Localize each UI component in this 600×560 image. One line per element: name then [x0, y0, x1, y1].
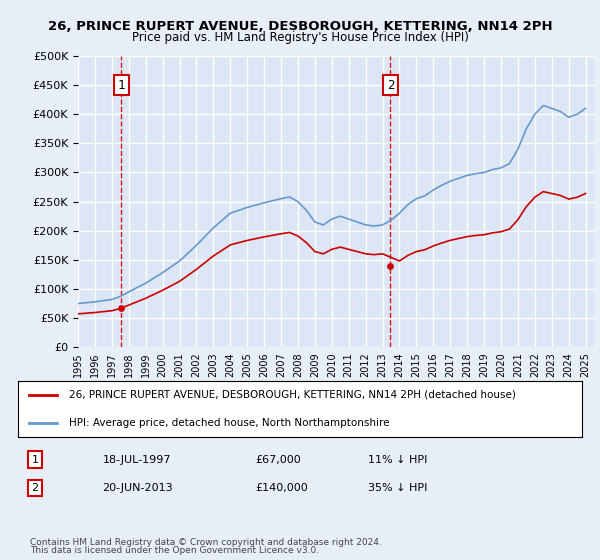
Point — [386, 261, 395, 270]
Text: 1: 1 — [31, 455, 38, 465]
Text: Price paid vs. HM Land Registry's House Price Index (HPI): Price paid vs. HM Land Registry's House … — [131, 31, 469, 44]
Text: 20-JUN-2013: 20-JUN-2013 — [103, 483, 173, 493]
Text: 2: 2 — [31, 483, 38, 493]
Text: 35% ↓ HPI: 35% ↓ HPI — [368, 483, 427, 493]
Text: 1: 1 — [118, 78, 125, 92]
Text: 26, PRINCE RUPERT AVENUE, DESBOROUGH, KETTERING, NN14 2PH (detached house): 26, PRINCE RUPERT AVENUE, DESBOROUGH, KE… — [69, 390, 515, 400]
Text: £140,000: £140,000 — [255, 483, 308, 493]
Text: 18-JUL-1997: 18-JUL-1997 — [103, 455, 171, 465]
Text: 11% ↓ HPI: 11% ↓ HPI — [368, 455, 427, 465]
Text: £67,000: £67,000 — [255, 455, 301, 465]
Text: Contains HM Land Registry data © Crown copyright and database right 2024.: Contains HM Land Registry data © Crown c… — [30, 538, 382, 547]
Point — [116, 304, 126, 312]
Text: 2: 2 — [387, 78, 394, 92]
Text: 26, PRINCE RUPERT AVENUE, DESBOROUGH, KETTERING, NN14 2PH: 26, PRINCE RUPERT AVENUE, DESBOROUGH, KE… — [47, 20, 553, 32]
Text: HPI: Average price, detached house, North Northamptonshire: HPI: Average price, detached house, Nort… — [69, 418, 389, 428]
Text: This data is licensed under the Open Government Licence v3.0.: This data is licensed under the Open Gov… — [30, 546, 319, 555]
